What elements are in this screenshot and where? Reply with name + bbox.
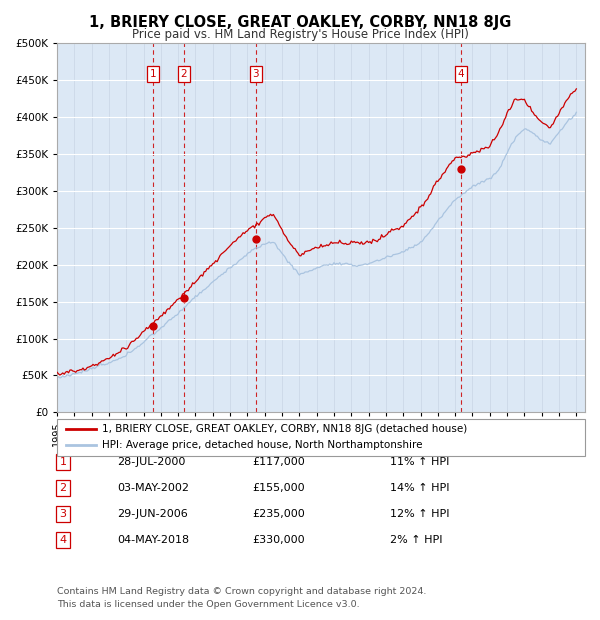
Text: 04-MAY-2018: 04-MAY-2018 bbox=[117, 535, 189, 545]
Text: 11% ↑ HPI: 11% ↑ HPI bbox=[390, 457, 449, 467]
Text: £117,000: £117,000 bbox=[252, 457, 305, 467]
Text: 12% ↑ HPI: 12% ↑ HPI bbox=[390, 509, 449, 519]
Text: HPI: Average price, detached house, North Northamptonshire: HPI: Average price, detached house, Nort… bbox=[102, 440, 422, 450]
Text: £235,000: £235,000 bbox=[252, 509, 305, 519]
Text: 2% ↑ HPI: 2% ↑ HPI bbox=[390, 535, 443, 545]
Text: 4: 4 bbox=[458, 69, 464, 79]
Text: 1: 1 bbox=[59, 457, 67, 467]
Text: 4: 4 bbox=[59, 535, 67, 545]
Text: This data is licensed under the Open Government Licence v3.0.: This data is licensed under the Open Gov… bbox=[57, 600, 359, 609]
Text: 3: 3 bbox=[59, 509, 67, 519]
Text: 2: 2 bbox=[181, 69, 187, 79]
Text: 29-JUN-2006: 29-JUN-2006 bbox=[117, 509, 188, 519]
Text: 3: 3 bbox=[253, 69, 259, 79]
Text: 1: 1 bbox=[149, 69, 156, 79]
Text: 14% ↑ HPI: 14% ↑ HPI bbox=[390, 483, 449, 493]
Text: 2: 2 bbox=[59, 483, 67, 493]
Text: 28-JUL-2000: 28-JUL-2000 bbox=[117, 457, 185, 467]
Text: 1, BRIERY CLOSE, GREAT OAKLEY, CORBY, NN18 8JG: 1, BRIERY CLOSE, GREAT OAKLEY, CORBY, NN… bbox=[89, 16, 511, 30]
Text: Contains HM Land Registry data © Crown copyright and database right 2024.: Contains HM Land Registry data © Crown c… bbox=[57, 587, 427, 596]
Text: £155,000: £155,000 bbox=[252, 483, 305, 493]
Text: 03-MAY-2002: 03-MAY-2002 bbox=[117, 483, 189, 493]
Text: 1, BRIERY CLOSE, GREAT OAKLEY, CORBY, NN18 8JG (detached house): 1, BRIERY CLOSE, GREAT OAKLEY, CORBY, NN… bbox=[102, 424, 467, 434]
Text: Price paid vs. HM Land Registry's House Price Index (HPI): Price paid vs. HM Land Registry's House … bbox=[131, 28, 469, 41]
Text: £330,000: £330,000 bbox=[252, 535, 305, 545]
